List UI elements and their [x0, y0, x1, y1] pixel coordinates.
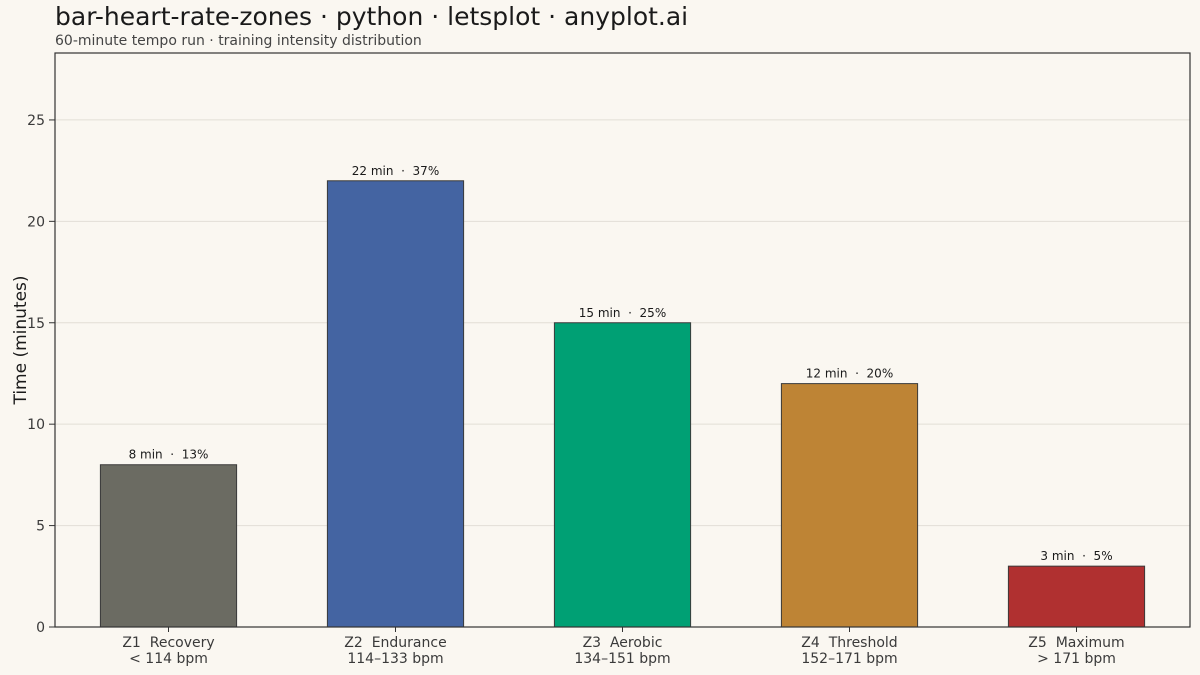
x-tick-label-zone: Z1 Recovery	[122, 635, 214, 651]
y-axis: 0 5 10 15 20 25	[27, 113, 55, 636]
y-tick-label: 5	[36, 519, 45, 535]
x-tick-label-zone: Z3 Aerobic	[583, 635, 663, 651]
data-labels: 8 min · 13% 22 min · 37% 15 min · 25% 12 mi…	[129, 164, 1113, 563]
y-tick-label: 0	[36, 620, 45, 636]
bar	[780, 383, 919, 628]
x-tick-label-range: 134–151 bpm	[574, 651, 670, 667]
x-tick-label-range: > 171 bpm	[1037, 651, 1116, 667]
x-tick-label-zone: Z2 Endurance	[344, 635, 446, 651]
y-tick-label: 15	[27, 316, 45, 332]
chart-subtitle: 60-minute tempo run · training intensity…	[55, 33, 422, 49]
bar	[326, 180, 465, 628]
bars	[99, 180, 1146, 628]
y-axis-title: Time (minutes)	[11, 275, 31, 405]
data-label: 15 min · 25%	[579, 306, 666, 320]
x-axis: Z1 Recovery< 114 bpm Z2 Endurance114–133 …	[122, 627, 1125, 667]
x-tick-label-range: < 114 bpm	[129, 651, 208, 667]
bar	[553, 322, 692, 628]
data-label: 3 min · 5%	[1040, 549, 1112, 563]
y-tick-label: 10	[27, 417, 45, 433]
bar	[99, 464, 238, 628]
data-label: 12 min · 20%	[806, 367, 893, 381]
data-label: 8 min · 13%	[129, 448, 209, 462]
x-tick-label-range: 114–133 bpm	[347, 651, 443, 667]
x-tick-label-zone: Z5 Maximum	[1028, 635, 1124, 651]
chart-title: bar-heart-rate-zones · python · letsplot…	[55, 2, 689, 31]
y-tick-label: 25	[27, 113, 45, 129]
x-tick-label-range: 152–171 bpm	[801, 651, 897, 667]
data-label: 22 min · 37%	[352, 164, 439, 178]
bar	[1007, 565, 1146, 628]
y-tick-label: 20	[27, 214, 45, 230]
x-tick-label-zone: Z4 Threshold	[801, 635, 897, 651]
